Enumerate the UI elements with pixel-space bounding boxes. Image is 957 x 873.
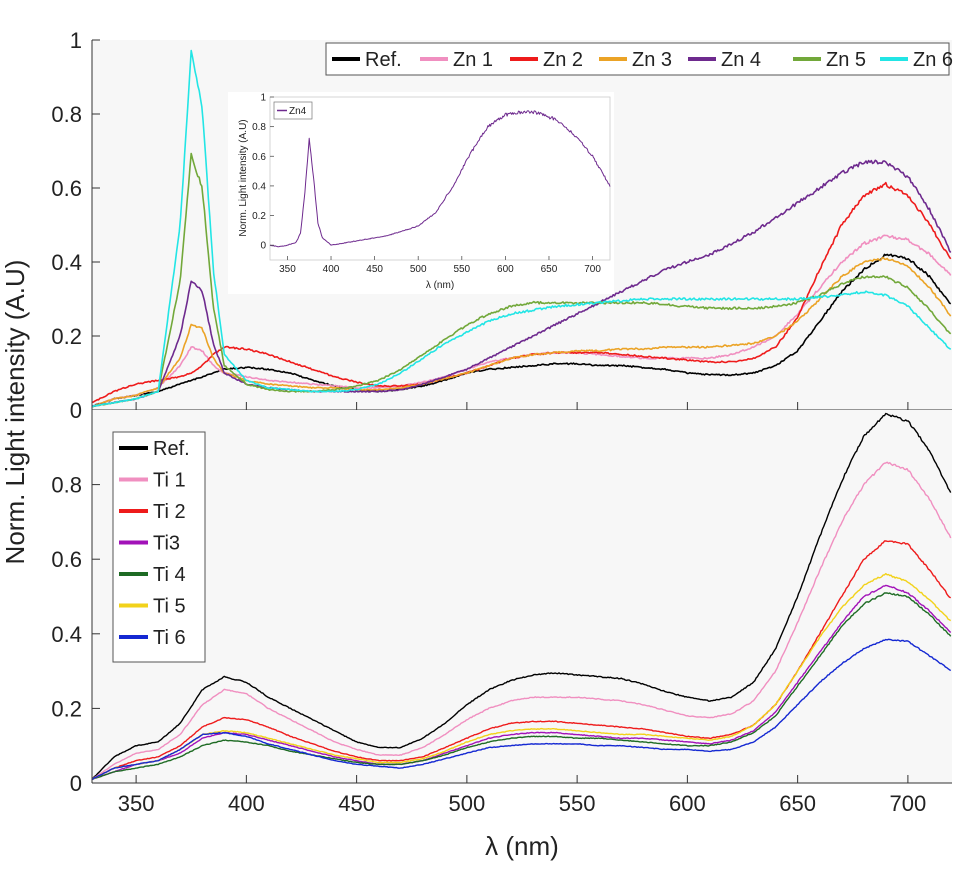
inset-x-tick-label: 500 — [410, 264, 427, 275]
top-legend-label-zn-5: Zn 5 — [826, 49, 866, 71]
top-y-tick-label: 0.4 — [51, 250, 82, 275]
bottom-series-ref — [91, 412, 952, 780]
inset-y-tick-label: 0.4 — [252, 181, 266, 192]
inset-series-group — [269, 110, 611, 248]
inset-x-ticks: 350 400 450 500 550 600 650 700 — [279, 256, 601, 275]
bottom-series-ti-4 — [91, 592, 952, 780]
bottom-plot-area — [92, 410, 952, 783]
x-tick-label: 500 — [449, 791, 486, 816]
inset-x-tick-label: 400 — [323, 264, 340, 275]
bottom-series-ti-2 — [91, 540, 952, 780]
top-legend-label-zn-4: Zn 4 — [721, 49, 761, 71]
bottom-legend-label-ti-2: Ti 2 — [153, 501, 186, 523]
inset-x-tick-label: 600 — [497, 264, 514, 275]
top-series-ref — [91, 253, 952, 408]
top-series-zn-4 — [91, 159, 952, 408]
inset-y-ticks: 0 0.2 0.4 0.6 0.8 1 — [252, 93, 274, 252]
top-series-zn-3 — [91, 256, 952, 408]
x-tick-label: 650 — [779, 791, 816, 816]
top-y-tick-label: 0 — [70, 398, 82, 423]
bottom-legend-box — [112, 431, 206, 663]
bottom-legend: Ref. Ti 1 Ti 2 Ti3 Ti 4 Ti 5 Ti 6 — [112, 431, 206, 663]
inset-series-zn4 — [269, 110, 611, 248]
top-legend: Ref. Zn 1 Zn 2 Zn 3 Zn 4 Zn 5 Zn 6 — [325, 42, 953, 76]
x-tick-label: 600 — [669, 791, 706, 816]
top-legend-label-zn-1: Zn 1 — [453, 49, 493, 71]
x-axis-title: λ (nm) — [485, 831, 559, 861]
inset-legend-label: Zn4 — [289, 106, 307, 117]
x-ticks: 350 400 450 500 550 600 650 700 — [118, 402, 927, 816]
bottom-y-tick-label: 0 — [70, 771, 82, 796]
inset-chart: 00.20.40.60.81 350 400 450 500 550 600 650 700 … — [228, 92, 614, 294]
x-tick-label: 550 — [559, 791, 596, 816]
inset-y-tick-label: 0.2 — [252, 211, 266, 222]
inset-x-tick-label: 550 — [453, 264, 470, 275]
bottom-legend-label-ti-6: Ti 6 — [153, 627, 186, 649]
bottom-y-tick-label: 0.2 — [51, 696, 82, 721]
inset-legend-box — [273, 101, 313, 120]
top-y-tick-label: 1 — [70, 28, 82, 53]
inset-y-tick-label: 0 — [260, 241, 266, 252]
inset-x-tick-label: 450 — [366, 264, 383, 275]
bottom-legend-label-ti3: Ti3 — [153, 533, 180, 555]
bottom-series-ti-6 — [91, 638, 952, 780]
inset-y-tick-label: 0.8 — [252, 122, 266, 133]
bottom-panel: 0 0.2 0.4 0.6 0.8 350 400 450 500 550 600 650 700 — [51, 402, 952, 816]
top-series-group — [91, 49, 952, 408]
top-y-ticks: 0 0.2 0.4 0.6 0.8 1 — [51, 28, 100, 423]
inset-x-tick-label: 350 — [279, 264, 296, 275]
top-series-zn-6 — [91, 49, 952, 408]
bottom-series-ti-5 — [91, 572, 952, 780]
bottom-y-tick-label: 0.6 — [51, 547, 82, 572]
bottom-series-ti3 — [91, 584, 952, 781]
bottom-legend-label-ti-5: Ti 5 — [153, 596, 186, 618]
inset-x-tick-label: 700 — [584, 264, 601, 275]
bottom-legend-label-ti-1: Ti 1 — [153, 470, 186, 492]
inset-y-tick-label: 0.6 — [252, 152, 266, 163]
inset-x-tick-label: 650 — [541, 264, 558, 275]
top-legend-label-zn-2: Zn 2 — [543, 49, 583, 71]
top-legend-label-ref: Ref. — [365, 49, 402, 71]
top-y-tick-label: 0.2 — [51, 324, 82, 349]
top-y-tick-label: 0.8 — [51, 102, 82, 127]
bottom-y-tick-label: 0.8 — [51, 473, 82, 498]
x-tick-label: 700 — [890, 791, 927, 816]
x-tick-label: 350 — [118, 791, 155, 816]
bottom-legend-label-ti-4: Ti 4 — [153, 564, 186, 586]
top-legend-label-zn-6: Zn 6 — [913, 49, 953, 71]
bottom-y-tick-label: 0.4 — [51, 622, 82, 647]
bottom-series-group — [91, 412, 952, 781]
y-axis-title: Norm. Light intensity (A.U) — [0, 260, 30, 565]
inset-y-tick-label: 1 — [260, 93, 266, 104]
top-y-tick-label: 0.6 — [51, 176, 82, 201]
bottom-series-ti-1 — [91, 461, 952, 780]
top-legend-label-zn-3: Zn 3 — [632, 49, 672, 71]
inset-plot-area — [269, 96, 611, 261]
x-tick-label: 400 — [228, 791, 265, 816]
bottom-y-ticks: 0 0.2 0.4 0.6 0.8 — [51, 473, 100, 796]
bottom-legend-label-ref: Ref. — [153, 438, 190, 460]
inset-x-axis-title: λ (nm) — [426, 280, 454, 291]
top-series-zn-5 — [91, 152, 952, 408]
x-tick-label: 450 — [338, 791, 375, 816]
inset-y-axis-title: Norm. Light intensity (A.U) — [238, 119, 249, 236]
